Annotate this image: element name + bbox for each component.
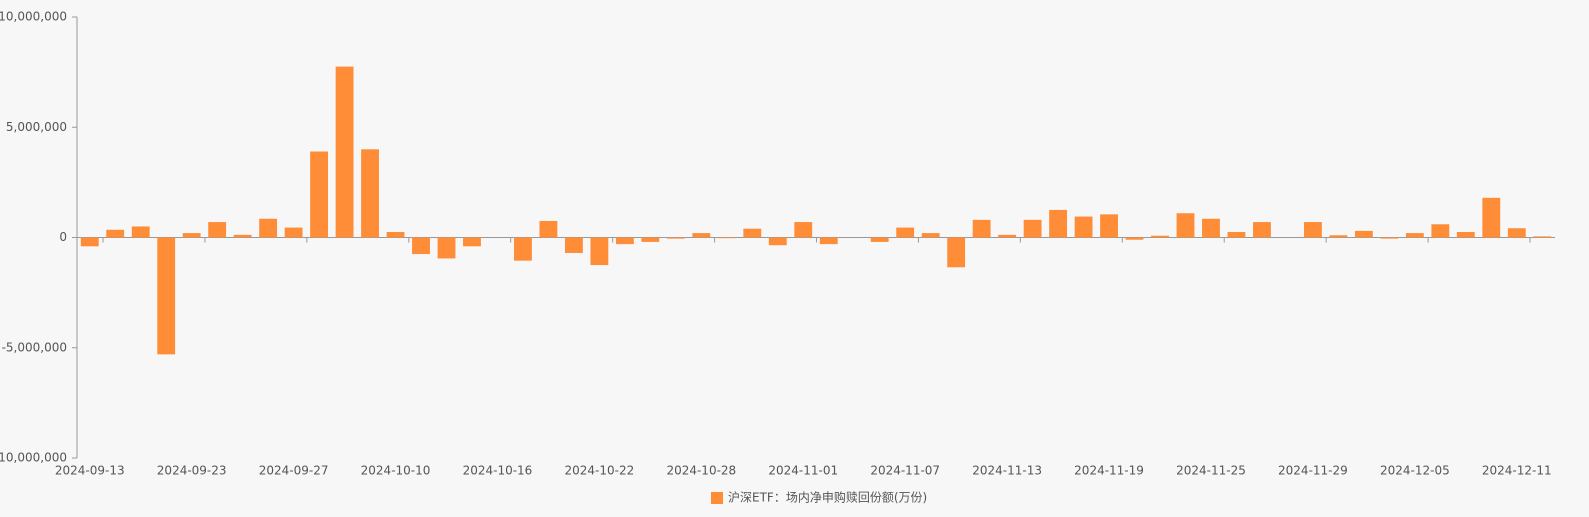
y-tick-label: -10,000,000: [0, 451, 67, 465]
x-tick-label: 2024-10-16: [463, 464, 533, 478]
bar: [717, 237, 736, 239]
bar: [641, 237, 660, 242]
bar: [666, 237, 685, 239]
bar: [233, 234, 252, 238]
bar: [1202, 218, 1220, 238]
bar: [284, 227, 303, 238]
bar: [1380, 237, 1399, 239]
x-tick-label: 2024-10-10: [361, 464, 431, 478]
bar: [463, 237, 481, 247]
bar: [1151, 235, 1169, 238]
bar: [1533, 236, 1552, 238]
bar: [1227, 231, 1246, 238]
y-tick-label: 10,000,000: [0, 10, 67, 24]
bar: [539, 220, 558, 238]
bar: [1074, 216, 1093, 238]
bar: [157, 237, 176, 355]
y-tick-label: -5,000,000: [2, 340, 67, 354]
x-tick-label: 2024-11-07: [870, 464, 940, 478]
bar: [1507, 228, 1526, 238]
bar: [590, 237, 609, 266]
x-tick-label: 2024-11-25: [1176, 464, 1246, 478]
bar: [386, 231, 405, 238]
bar: [259, 218, 278, 238]
x-tick-label: 2024-12-11: [1482, 464, 1552, 478]
x-tick-label: 2024-09-23: [157, 464, 227, 478]
bar: [335, 66, 354, 238]
y-tick-label: 0: [59, 230, 67, 244]
bar: [1049, 209, 1068, 238]
bar: [182, 233, 201, 238]
x-tick-label: 2024-11-19: [1074, 464, 1144, 478]
bar: [743, 228, 762, 238]
bar: [794, 222, 813, 238]
x-tick-label: 2024-12-05: [1380, 464, 1450, 478]
bar: [564, 237, 583, 253]
bar: [947, 237, 966, 268]
bar: [921, 233, 940, 238]
bar: [998, 234, 1017, 238]
bar: [1405, 233, 1424, 238]
bar: [1303, 222, 1322, 238]
bar: [1023, 219, 1042, 238]
bar: [1329, 235, 1348, 238]
bar: [437, 237, 456, 259]
legend-label: 沪深ETF：场内净申购赎回份额(万份): [728, 490, 927, 505]
bar: [819, 237, 838, 245]
bar: [1253, 222, 1271, 238]
bar: [514, 237, 532, 261]
x-tick-label: 2024-11-01: [768, 464, 838, 478]
bar: [310, 151, 329, 238]
x-tick-label: 2024-10-22: [565, 464, 635, 478]
x-tick-label: 2024-10-28: [666, 464, 736, 478]
bar: [615, 237, 634, 245]
bar: [106, 229, 125, 238]
bar: [1482, 197, 1501, 238]
bar: [1354, 230, 1373, 238]
x-tick-label: 2024-09-27: [259, 464, 329, 478]
bar: [896, 227, 915, 238]
bar: [1100, 214, 1118, 238]
bar: [412, 237, 430, 255]
y-tick-label: 5,000,000: [6, 120, 67, 134]
x-tick-label: 2024-11-13: [972, 464, 1042, 478]
bar: [870, 237, 889, 242]
x-tick-label: 2024-09-13: [55, 464, 125, 478]
bar: [361, 149, 379, 238]
bar: [768, 237, 787, 246]
bar: [1431, 224, 1450, 238]
bar: [972, 219, 991, 238]
bar: [131, 226, 150, 238]
bar: [1125, 237, 1144, 240]
bar: [208, 222, 227, 238]
x-tick-label: 2024-11-29: [1278, 464, 1348, 478]
bar: [1456, 231, 1475, 238]
bar: [80, 237, 99, 247]
bar: [692, 233, 711, 238]
legend-swatch: [711, 492, 723, 504]
bar: [1176, 213, 1195, 238]
